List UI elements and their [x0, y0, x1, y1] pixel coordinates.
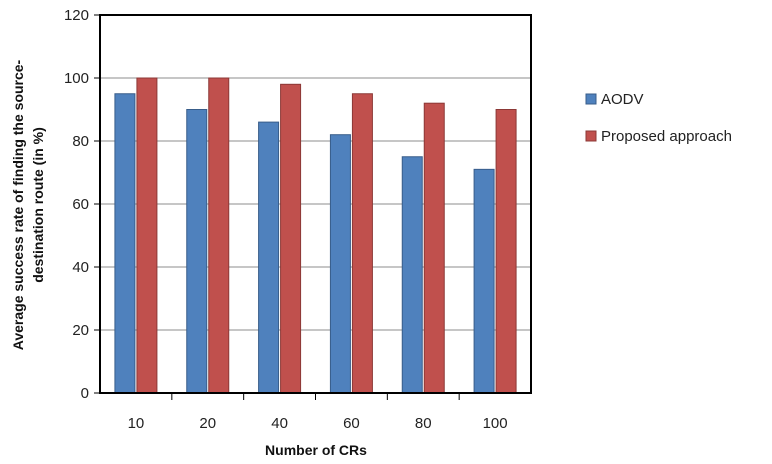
y-axis-title-line-1: Average success rate of finding the sour…	[10, 59, 26, 350]
x-tick-label-10: 10	[128, 415, 145, 432]
y-tick-label-40: 40	[72, 259, 89, 276]
bars	[114, 77, 517, 394]
axes: 0 20 40 60 80 100 120 10 20 40 60 80 100	[64, 7, 508, 432]
y-tick-label-100: 100	[64, 70, 89, 87]
y-tick-label-60: 60	[72, 196, 89, 213]
x-tick-label-80: 80	[415, 415, 432, 432]
legend: AODV Proposed approach	[585, 91, 732, 145]
x-tick-label-20: 20	[199, 415, 216, 432]
bar-aodv-60	[329, 134, 351, 394]
gridlines	[100, 77, 531, 331]
y-tick-label-20: 20	[72, 322, 89, 339]
bar-aodv-100	[473, 168, 495, 394]
bar-proposed-approach-100	[495, 109, 517, 394]
legend-label-aodv: AODV	[601, 91, 644, 108]
y-tick-label-0: 0	[81, 385, 89, 402]
bar-aodv-80	[401, 156, 423, 394]
bar-proposed-approach-80	[423, 102, 445, 394]
bar-proposed-approach-60	[351, 93, 373, 394]
bar-proposed-approach-10	[136, 77, 158, 394]
legend-label-proposed-approach: Proposed approach	[601, 128, 732, 145]
legend-swatch-aodv	[585, 93, 597, 105]
bar-aodv-20	[186, 109, 208, 394]
bar-proposed-approach-20	[208, 77, 230, 394]
y-tick-label-80: 80	[72, 133, 89, 150]
x-axis-title: Number of CRs	[265, 442, 367, 458]
y-axis-title-line-2: destination route (in %)	[30, 127, 46, 283]
bar-aodv-40	[258, 121, 280, 394]
y-tick-label-120: 120	[64, 7, 89, 24]
x-tick-label-40: 40	[271, 415, 288, 432]
x-tick-label-100: 100	[483, 415, 508, 432]
x-tick-label-60: 60	[343, 415, 360, 432]
legend-swatch-proposed-approach	[585, 130, 597, 142]
bar-proposed-approach-40	[280, 83, 302, 394]
bar-aodv-10	[114, 93, 136, 394]
